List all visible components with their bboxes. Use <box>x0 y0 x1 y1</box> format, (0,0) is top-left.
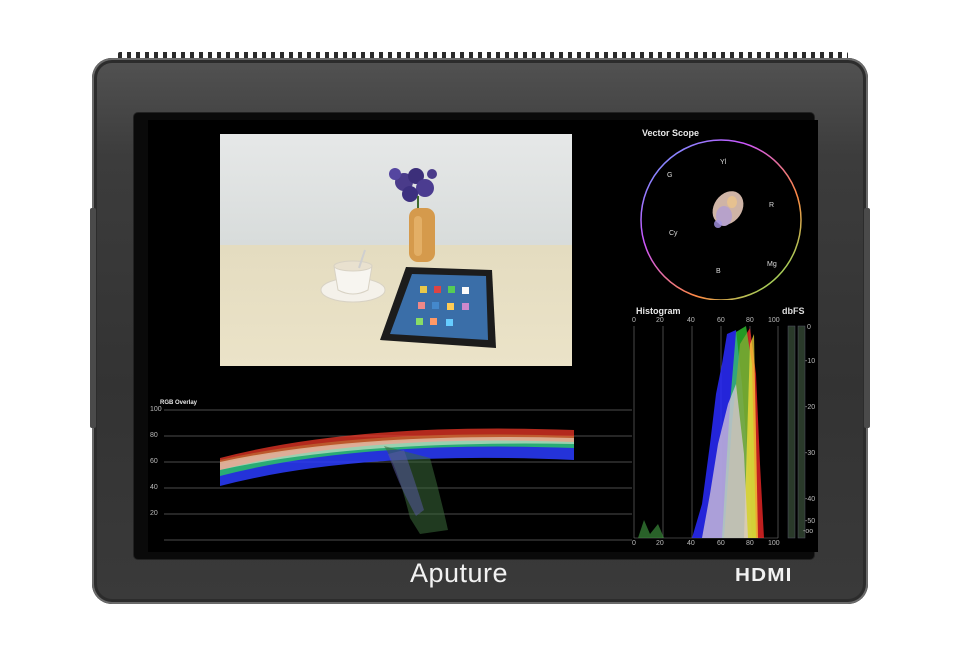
flower-bouquet <box>389 168 437 214</box>
vector-scope-ring <box>640 139 802 300</box>
brand-logo: Aputure <box>410 558 509 588</box>
vector-scope-title: Vector Scope <box>642 128 700 138</box>
wave-tick: 80 <box>150 432 158 439</box>
hist-bottom-tick: 0 <box>632 540 636 547</box>
hist-top-tick: 80 <box>746 317 754 324</box>
meter-tick: -50 <box>805 518 816 525</box>
histogram-plot <box>633 325 806 539</box>
vs-target-b: B <box>716 268 721 275</box>
hist-top-tick: 0 <box>632 317 636 324</box>
hist-bottom-tick: 80 <box>746 540 754 547</box>
monitor-screen: Vector Scope Yl R Mg B Cy <box>148 120 818 552</box>
waveform-plot <box>164 409 632 541</box>
wave-tick: 20 <box>150 510 158 517</box>
hdmi-logo: HDMI <box>735 565 793 585</box>
meter-tick: 0 <box>807 324 811 331</box>
meter-unit-label: dbFS <box>782 306 805 316</box>
hist-top-tick: 60 <box>717 317 725 324</box>
hist-bottom-tick: 60 <box>717 540 725 547</box>
meter-tick: -20 <box>805 404 816 411</box>
tablet <box>380 267 496 348</box>
meter-tick: -40 <box>805 496 816 503</box>
vector-scope-trace <box>712 191 744 228</box>
audio-meter <box>787 325 806 539</box>
preview-wall <box>220 134 572 246</box>
vector-scope-panel: Vector Scope Yl R Mg B Cy <box>632 124 816 300</box>
waveform-panel: RGB Overlay 100 80 60 40 20 <box>148 398 632 552</box>
right-side-rail <box>864 208 870 428</box>
preview-objects <box>320 168 496 348</box>
hist-bottom-tick: 40 <box>687 540 695 547</box>
left-side-rail <box>90 208 96 428</box>
vs-target-yl: Yl <box>720 159 727 166</box>
spoon <box>358 249 366 269</box>
vector-scope-graticule <box>640 139 802 300</box>
top-vent-grille <box>118 52 848 60</box>
hist-top-tick: 20 <box>656 317 664 324</box>
wave-tick: 60 <box>150 458 158 465</box>
vs-target-g: G <box>667 172 673 179</box>
wave-tick: 100 <box>150 406 162 413</box>
vs-target-r: R <box>769 202 775 209</box>
meter-tick: -30 <box>805 450 816 457</box>
hist-top-tick: 100 <box>768 317 780 324</box>
hist-bottom-tick: 100 <box>768 540 780 547</box>
hist-bottom-tick: 20 <box>656 540 664 547</box>
hist-top-tick: 40 <box>687 317 695 324</box>
wave-tick: 40 <box>150 484 158 491</box>
cup <box>333 265 373 295</box>
histogram-panel: Histogram dbFS 0 20 40 60 80 100 <box>632 304 818 552</box>
vs-target-cy: Cy <box>669 230 678 237</box>
histogram-title: Histogram <box>636 306 681 316</box>
histogram-luma <box>702 384 748 538</box>
meter-tick: -oo <box>803 528 814 535</box>
waveform-title: RGB Overlay <box>160 400 198 406</box>
video-preview <box>220 134 572 366</box>
vs-target-mg: Mg <box>767 261 777 268</box>
meter-tick: -10 <box>805 358 816 365</box>
